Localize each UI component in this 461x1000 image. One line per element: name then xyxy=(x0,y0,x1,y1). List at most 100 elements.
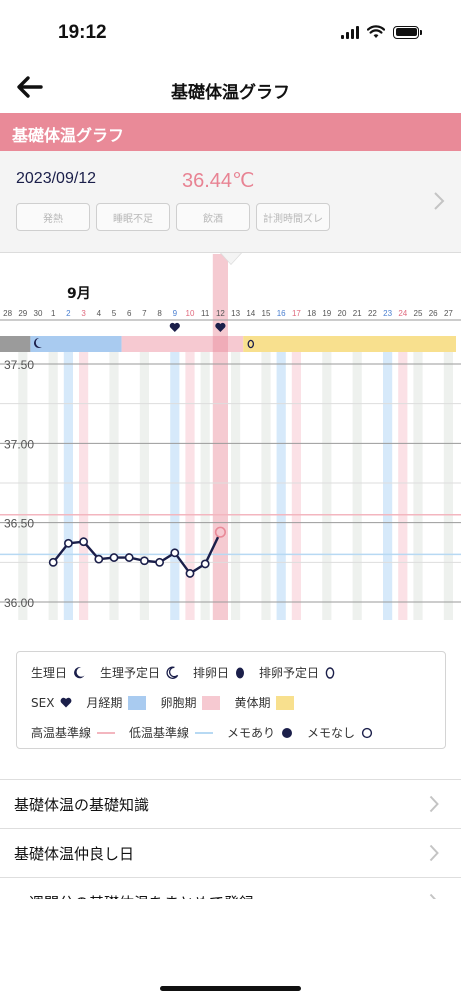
day-label[interactable]: 3 xyxy=(81,309,86,318)
temperature-point[interactable] xyxy=(139,556,149,566)
y-tick-label: 37.00 xyxy=(4,437,34,451)
day-label[interactable]: 20 xyxy=(338,309,347,318)
day-label[interactable]: 15 xyxy=(262,309,271,318)
day-label[interactable]: 17 xyxy=(292,309,301,318)
wifi-icon xyxy=(367,25,385,38)
month-label: 9月 xyxy=(67,286,91,302)
legend-luteal-phase: 黄体期 xyxy=(234,694,295,711)
temperature-point[interactable] xyxy=(170,548,180,558)
day-label[interactable]: 25 xyxy=(414,309,423,318)
chevron-right-icon xyxy=(429,795,439,813)
day-column-band xyxy=(428,336,438,620)
day-column-band xyxy=(139,336,149,620)
day-label[interactable]: 22 xyxy=(368,309,377,318)
legend-memo-no: メモなし xyxy=(307,724,373,741)
legend-low-baseline: 低温基準線 xyxy=(129,724,214,741)
day-column-band xyxy=(170,336,180,620)
legend-expected-ovulation-day-label: 排卵予定日 xyxy=(259,666,320,680)
day-label[interactable]: 5 xyxy=(112,309,117,318)
chevron-right-icon[interactable] xyxy=(433,191,445,211)
temperature-point[interactable] xyxy=(64,538,73,548)
y-tick-label: 36.50 xyxy=(4,517,34,531)
day-label[interactable]: 1 xyxy=(51,309,56,318)
chart-legend: 生理日 生理予定日 排卵日 排卵予定日 SEX xyxy=(16,651,446,749)
menu-item-label: 基礎体温仲良し日 xyxy=(14,845,135,863)
page-title: 基礎体温グラフ xyxy=(171,83,290,103)
temperature-chart[interactable]: 37.50 37.00 36.50 36.00 9月 28 29 30 1 2 3 4 5 6 7 8 9 10 1… xyxy=(0,254,461,624)
back-button[interactable] xyxy=(14,72,50,104)
memo-empty-dot-icon xyxy=(361,727,373,739)
day-column-band xyxy=(185,336,195,620)
temperature-point[interactable] xyxy=(124,553,134,562)
day-column-band xyxy=(200,336,210,620)
temperature-point[interactable] xyxy=(94,554,104,564)
day-label[interactable]: 16 xyxy=(277,309,286,318)
legend-expected-period-day: 生理予定日 xyxy=(100,664,179,681)
temperature-point[interactable] xyxy=(185,569,195,578)
day-label[interactable]: 23 xyxy=(383,309,392,318)
menu-item-intimacy-days[interactable]: 基礎体温仲良し日 xyxy=(0,828,461,877)
legend-high-baseline: 高温基準線 xyxy=(31,724,116,741)
menu-item-basics[interactable]: 基礎体温の基礎知識 xyxy=(0,779,461,828)
day-label[interactable]: 27 xyxy=(444,309,453,318)
day-label[interactable]: 18 xyxy=(307,309,316,318)
temperature-line xyxy=(52,531,222,575)
day-label[interactable]: 19 xyxy=(322,309,331,318)
day-column-band xyxy=(352,336,362,620)
day-column-band xyxy=(215,336,225,620)
follicular-phase-swatch xyxy=(202,695,221,710)
day-label[interactable]: 26 xyxy=(429,309,438,318)
temperature-point[interactable] xyxy=(79,537,88,547)
legend-luteal-phase-label: 黄体期 xyxy=(234,696,271,710)
selected-day-panel[interactable]: 2023/09/12 36.44℃ 発熱 睡眠不足 飲酒 計測時間ズレ xyxy=(0,151,461,253)
temperature-point[interactable] xyxy=(155,557,164,567)
day-label[interactable]: 7 xyxy=(142,309,147,318)
day-label[interactable]: 6 xyxy=(127,309,132,318)
day-label[interactable]: 8 xyxy=(157,309,162,318)
day-label[interactable]: 21 xyxy=(353,309,362,318)
heart-icon xyxy=(60,697,72,708)
day-label[interactable]: 4 xyxy=(97,309,102,318)
day-label[interactable]: 10 xyxy=(186,309,195,318)
legend-memo-no-label: メモなし xyxy=(307,726,356,740)
selected-temperature-point[interactable] xyxy=(214,526,226,538)
legend-period-day: 生理日 xyxy=(31,664,86,681)
low-baseline-swatch xyxy=(195,731,214,734)
sex-heart-icon xyxy=(169,322,180,332)
legend-expected-ovulation-day: 排卵予定日 xyxy=(259,664,335,681)
cellular-signal-icon xyxy=(341,25,359,39)
day-label[interactable]: 30 xyxy=(34,309,43,318)
day-label[interactable]: 24 xyxy=(398,309,407,318)
day-column-band xyxy=(48,336,58,620)
legend-ovulation-day: 排卵日 xyxy=(193,664,245,681)
phase-bar-menstruation xyxy=(30,336,122,352)
day-label[interactable]: 28 xyxy=(3,309,12,318)
temperature-point[interactable] xyxy=(200,559,210,569)
menstrual-phase-swatch xyxy=(128,695,147,710)
y-tick-label: 37.50 xyxy=(4,358,34,372)
day-label[interactable]: 11 xyxy=(201,309,210,318)
temperature-point[interactable] xyxy=(109,553,119,562)
menu-item-label: 基礎体温の基礎知識 xyxy=(14,796,150,814)
status-time: 19:12 xyxy=(58,22,107,43)
day-label[interactable]: 2 xyxy=(66,309,71,318)
expected-ovulation-egg-icon xyxy=(247,339,255,349)
battery-icon xyxy=(393,25,422,39)
day-label[interactable]: 29 xyxy=(18,309,27,318)
day-label[interactable]: 12 xyxy=(216,309,225,318)
day-column-band xyxy=(124,336,134,620)
day-column-band xyxy=(337,336,347,620)
day-label[interactable]: 9 xyxy=(173,309,178,318)
day-label[interactable]: 14 xyxy=(246,309,255,318)
legend-period-day-label: 生理日 xyxy=(31,666,68,680)
day-label[interactable]: 13 xyxy=(231,309,240,318)
day-column-band xyxy=(291,336,301,620)
phase-bar-menstruation xyxy=(0,336,31,352)
temperature-point[interactable] xyxy=(48,557,58,567)
day-column-band xyxy=(155,336,165,620)
day-column-band xyxy=(109,336,119,620)
moon-outline-icon xyxy=(166,666,179,679)
day-column-band xyxy=(33,336,43,620)
section-header: 基礎体温グラフ xyxy=(0,113,461,151)
